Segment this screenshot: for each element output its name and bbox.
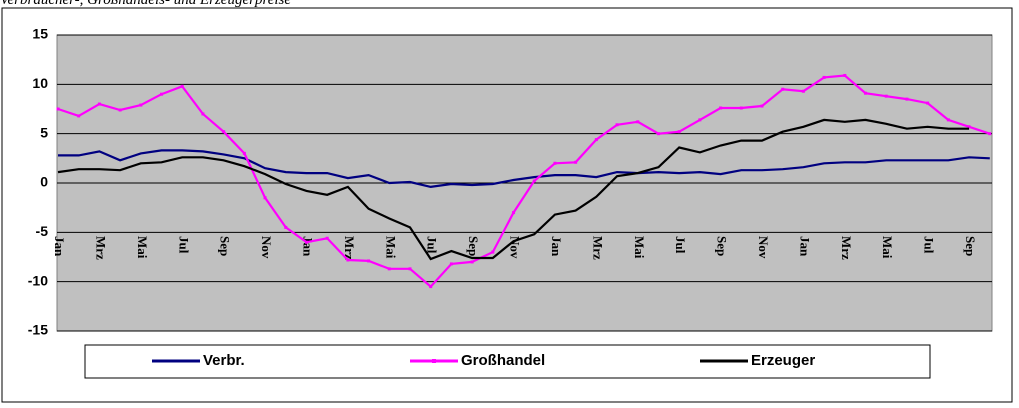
point-marker bbox=[325, 236, 329, 240]
y-tick-label: 5 bbox=[40, 124, 48, 140]
series-line bbox=[57, 74, 991, 289]
point-marker bbox=[201, 112, 205, 116]
y-tick-label: 15 bbox=[32, 26, 48, 42]
point-marker bbox=[636, 120, 640, 124]
point-marker bbox=[946, 118, 950, 122]
point-marker bbox=[263, 196, 267, 200]
point-marker bbox=[222, 130, 226, 134]
point-marker bbox=[574, 160, 578, 164]
point-marker bbox=[139, 103, 143, 107]
x-tick-label: Mai bbox=[383, 236, 398, 259]
x-tick-label: Nov bbox=[756, 236, 771, 259]
legend-label: Verbr. bbox=[203, 352, 245, 369]
point-marker bbox=[367, 259, 371, 263]
point-marker bbox=[843, 73, 847, 77]
x-tick-label: Nov bbox=[259, 236, 274, 259]
x-tick-label: Jul bbox=[922, 236, 937, 254]
point-marker bbox=[284, 225, 288, 229]
point-marker bbox=[387, 267, 391, 271]
point-marker bbox=[346, 258, 350, 262]
x-tick-label: Jan bbox=[797, 236, 812, 257]
x-tick-label: Sep bbox=[218, 236, 233, 256]
x-tick-label: Sep bbox=[963, 236, 978, 256]
x-tick-label: Mrz bbox=[590, 236, 605, 260]
point-marker bbox=[822, 75, 826, 79]
legend-marker bbox=[432, 359, 436, 363]
point-marker bbox=[77, 114, 81, 118]
point-marker bbox=[615, 123, 619, 127]
point-marker bbox=[988, 132, 992, 136]
x-tick-label: Jul bbox=[176, 236, 191, 254]
x-tick-label: Sep bbox=[466, 236, 481, 256]
point-marker bbox=[118, 108, 122, 112]
point-marker bbox=[926, 101, 930, 105]
legend-label: Erzeuger bbox=[751, 352, 815, 369]
x-tick-label: Mrz bbox=[342, 236, 357, 260]
x-tick-label: Jul bbox=[673, 236, 688, 254]
point-marker bbox=[242, 151, 246, 155]
y-tick-label: 10 bbox=[32, 75, 48, 91]
point-marker bbox=[677, 130, 681, 134]
point-marker bbox=[781, 87, 785, 91]
point-marker bbox=[470, 260, 474, 264]
legend-label: Großhandel bbox=[461, 352, 545, 369]
x-tick-label: Mai bbox=[880, 236, 895, 259]
point-marker bbox=[967, 125, 971, 129]
point-marker bbox=[408, 267, 412, 271]
point-marker bbox=[698, 118, 702, 122]
point-marker bbox=[160, 92, 164, 96]
x-tick-label: Jan bbox=[549, 236, 564, 257]
x-tick-label: Sep bbox=[715, 236, 730, 256]
series-line bbox=[57, 118, 970, 261]
point-marker bbox=[553, 161, 557, 165]
point-marker bbox=[97, 102, 101, 106]
point-marker bbox=[905, 97, 909, 101]
chart-title: Verbraucher-, Großhandels- und Erzeugerp… bbox=[0, 0, 291, 8]
x-tick-label: Mrz bbox=[93, 236, 108, 260]
x-tick-label: Jan bbox=[52, 236, 67, 257]
point-marker bbox=[56, 107, 60, 111]
series-line bbox=[58, 149, 990, 189]
x-tick-label: Mai bbox=[135, 236, 150, 259]
point-marker bbox=[429, 285, 433, 289]
legend-box bbox=[84, 344, 931, 379]
point-marker bbox=[884, 94, 888, 98]
point-marker bbox=[532, 179, 536, 183]
y-tick-label: 0 bbox=[40, 174, 48, 190]
point-marker bbox=[304, 240, 308, 244]
x-tick-label: Mrz bbox=[839, 236, 854, 260]
point-marker bbox=[594, 138, 598, 142]
point-marker bbox=[760, 104, 764, 108]
point-marker bbox=[656, 132, 660, 136]
point-marker bbox=[801, 89, 805, 93]
x-tick-label: Jul bbox=[425, 236, 440, 254]
x-tick-label: Mai bbox=[632, 236, 647, 259]
y-tick-label: -10 bbox=[28, 272, 48, 288]
point-marker bbox=[449, 262, 453, 266]
point-marker bbox=[512, 211, 516, 215]
y-tick-label: -5 bbox=[36, 223, 49, 239]
point-marker bbox=[491, 250, 495, 254]
point-marker bbox=[739, 106, 743, 110]
point-marker bbox=[719, 106, 723, 110]
y-tick-label: -15 bbox=[28, 322, 48, 338]
point-marker bbox=[180, 84, 184, 88]
point-marker bbox=[864, 91, 868, 95]
